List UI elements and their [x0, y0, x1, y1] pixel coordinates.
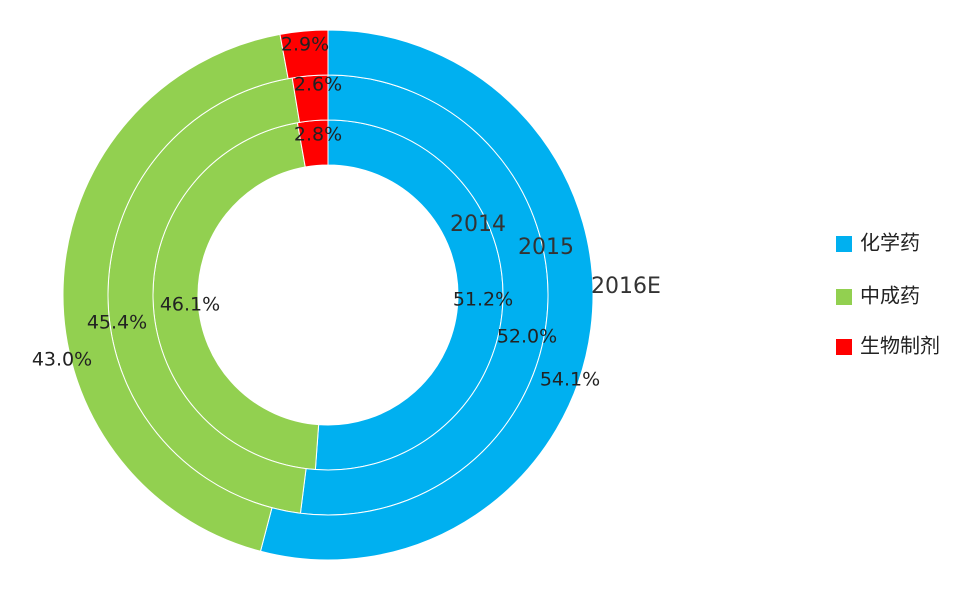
data-label: 45.4%: [87, 312, 147, 334]
ring-label: 2016E: [591, 274, 661, 299]
data-label: 54.1%: [540, 369, 600, 391]
legend-swatch: [836, 289, 852, 305]
ring-segment: [279, 29, 329, 80]
ring-segment: [259, 29, 594, 561]
data-label: 2.9%: [281, 34, 329, 56]
data-label: 52.0%: [497, 326, 557, 348]
data-label: 46.1%: [160, 294, 220, 316]
ring-label: 2015: [518, 235, 574, 260]
legend-label: 中成药: [860, 284, 920, 308]
ring-segment: [62, 33, 289, 552]
legend-swatch: [836, 236, 852, 252]
legend-swatch: [836, 339, 852, 355]
data-label: 51.2%: [453, 289, 513, 311]
ring-label: 2014: [450, 212, 506, 237]
data-label: 2.8%: [294, 124, 342, 146]
data-label: 2.6%: [294, 74, 342, 96]
legend-label: 化学药: [860, 231, 920, 255]
legend-label: 生物制剂: [860, 334, 940, 358]
data-label: 43.0%: [32, 349, 92, 371]
